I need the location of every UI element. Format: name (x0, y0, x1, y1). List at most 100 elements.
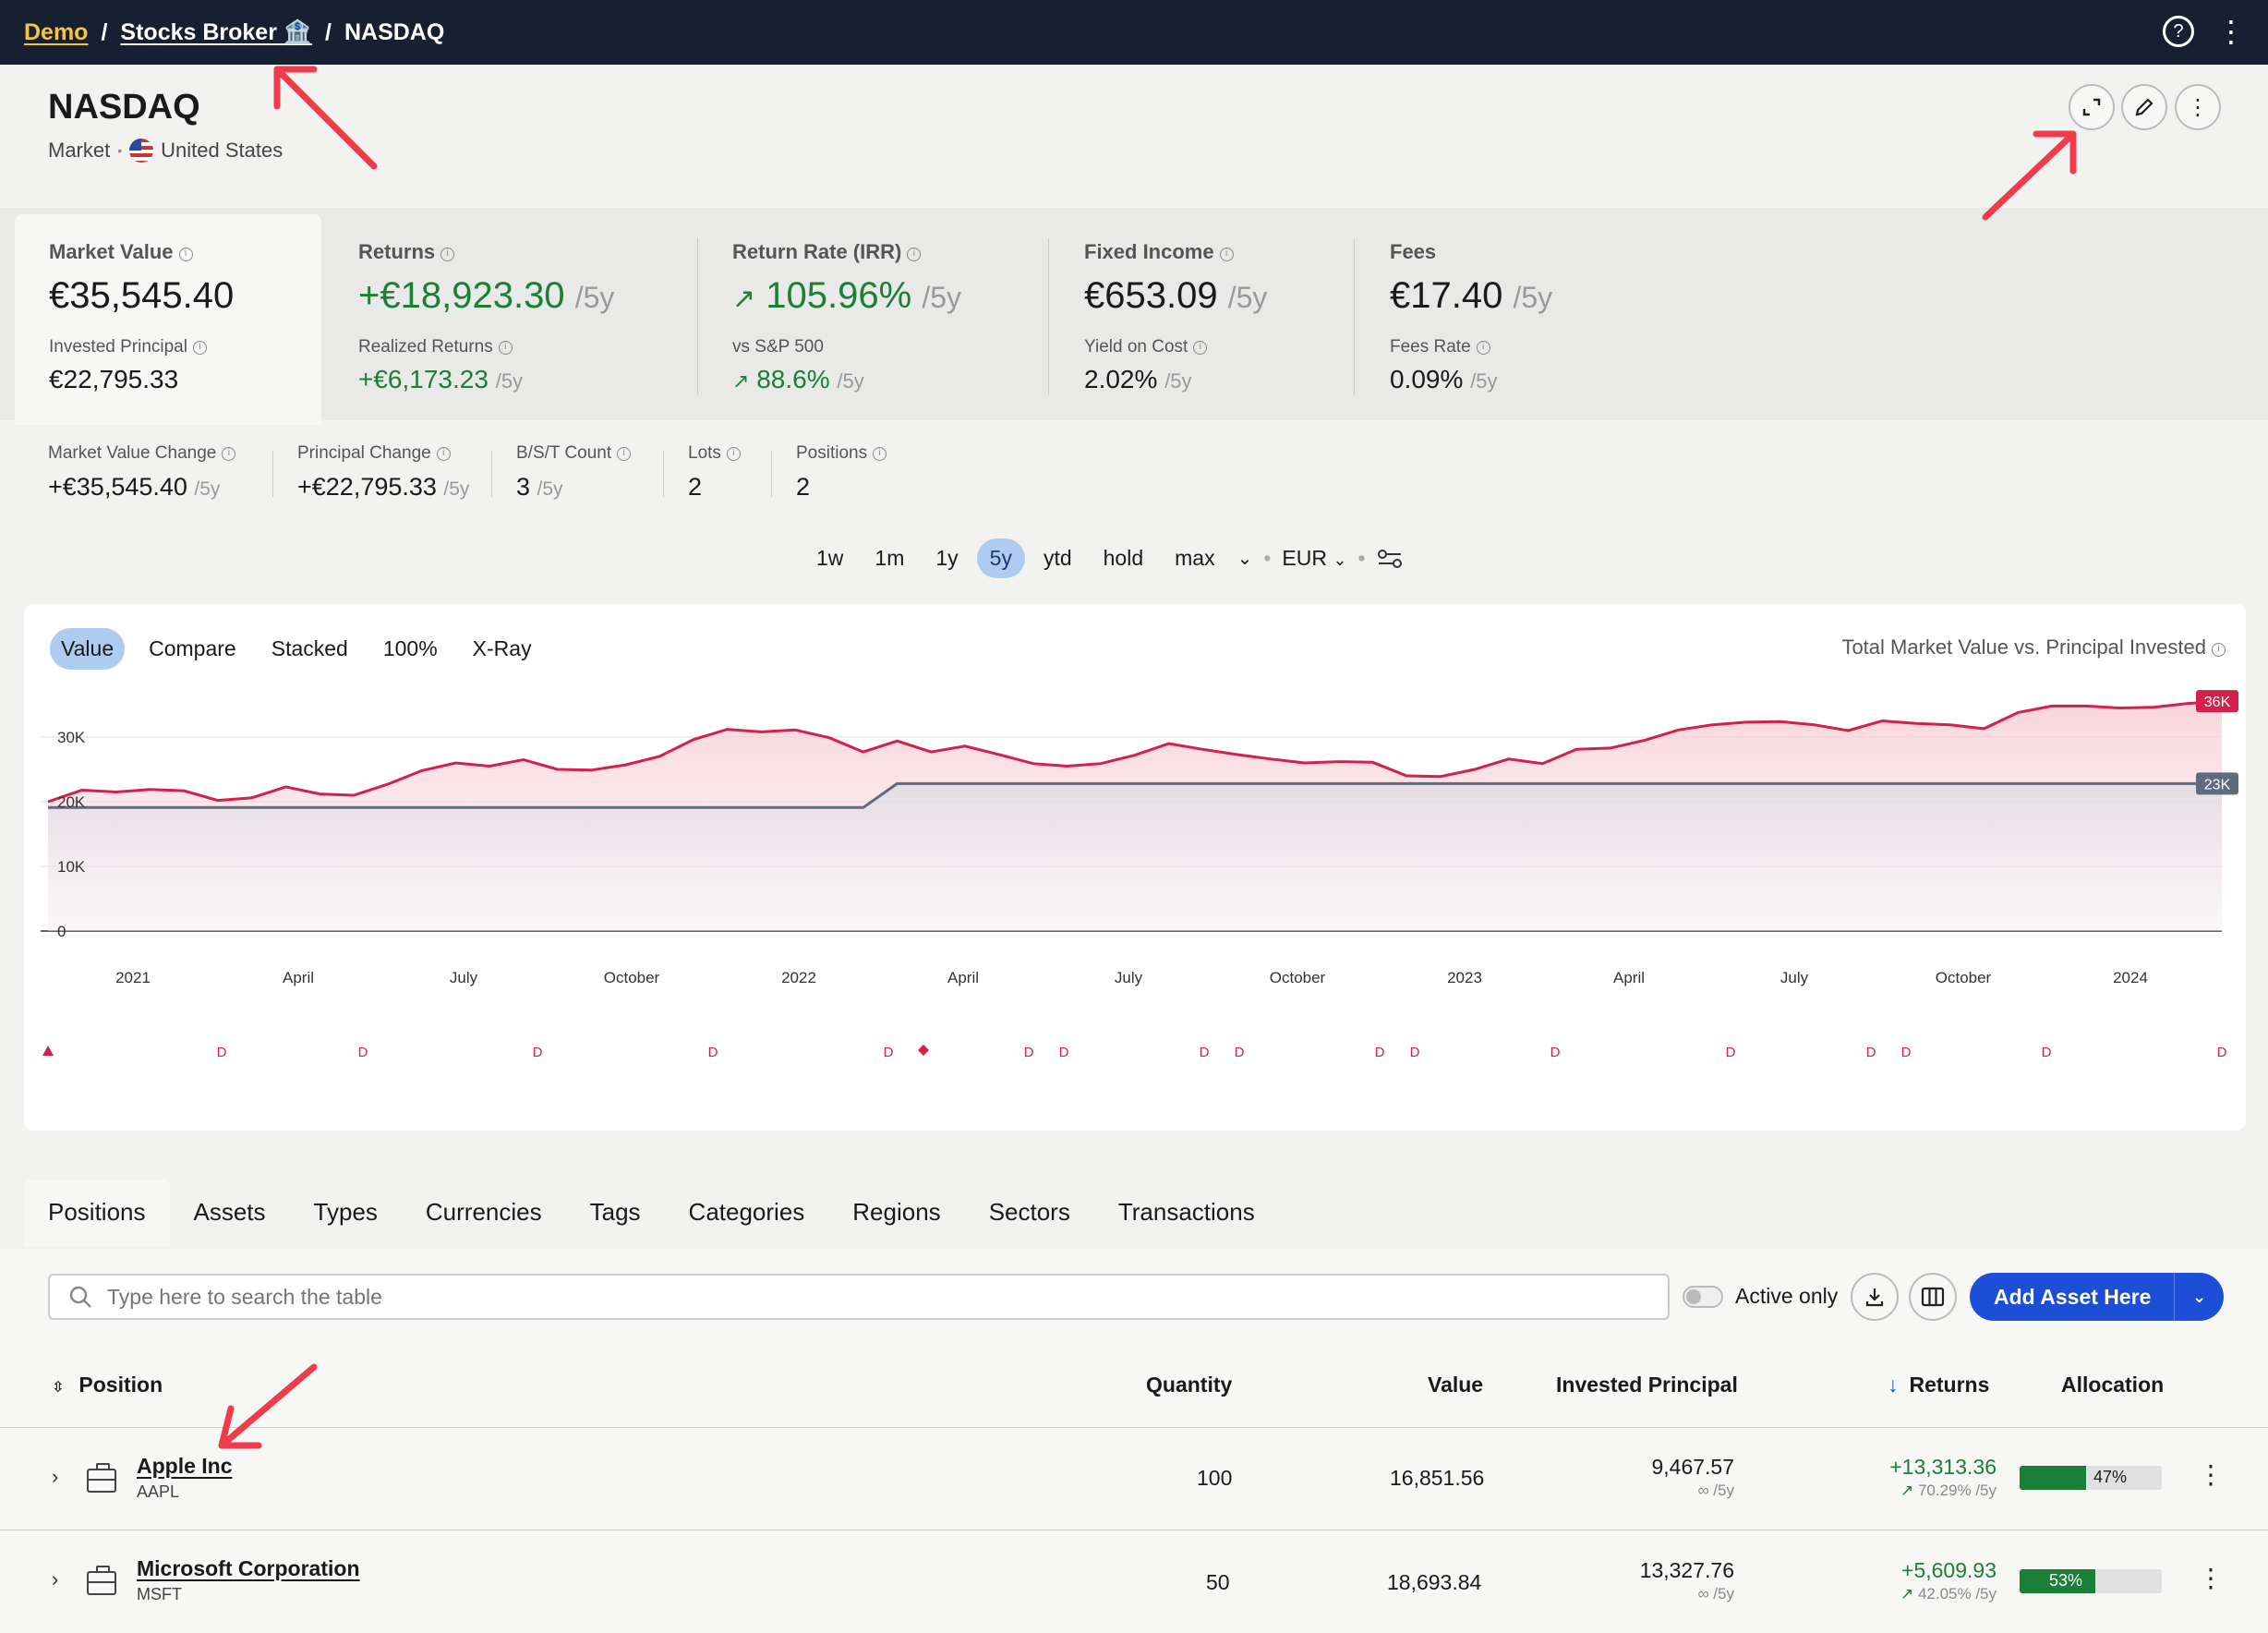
substat-value: +€22,795.33 (297, 473, 437, 501)
range-ytd[interactable]: ytd (1043, 546, 1072, 570)
tab-currencies[interactable]: Currencies (425, 1198, 542, 1226)
stat-market-value[interactable]: Market Value i €35,545.40 Invested Princi… (49, 240, 234, 394)
dividend-marker[interactable]: D (1410, 1045, 1420, 1060)
quantity-cell: 100 (1197, 1466, 1233, 1490)
mode-compare[interactable]: Compare (149, 636, 236, 660)
tab-types[interactable]: Types (313, 1198, 378, 1226)
row-menu-kebab-icon[interactable]: ⋮ (2198, 1460, 2224, 1489)
settings-sliders-icon[interactable] (1377, 548, 1403, 570)
dividend-marker[interactable]: D (1375, 1045, 1385, 1060)
stat-suffix: /5y (1513, 281, 1553, 314)
edit-button[interactable] (2121, 84, 2167, 130)
more-menu-icon[interactable]: ⋮ (2216, 15, 2246, 48)
value-line (47, 699, 2223, 804)
dividend-marker[interactable]: D (1726, 1045, 1736, 1060)
tab-sectors[interactable]: Sectors (988, 1198, 1070, 1226)
top-bar: Demo / Stocks Broker 🏦 / NASDAQ (0, 0, 2268, 65)
mode-stacked[interactable]: Stacked (271, 636, 348, 660)
currency-label: EUR (1282, 546, 1327, 570)
column-value[interactable]: Value (1428, 1373, 1484, 1397)
add-asset-button[interactable]: Add Asset Here ⌄ (1970, 1273, 2224, 1321)
briefcase-icon (87, 1566, 116, 1595)
range-1m[interactable]: 1m (875, 546, 905, 570)
dividend-marker[interactable]: D (533, 1045, 543, 1060)
row-menu-kebab-icon[interactable]: ⋮ (2198, 1564, 2224, 1592)
active-only-label: Active only (1735, 1284, 1839, 1308)
buy-marker[interactable] (42, 1046, 54, 1056)
add-asset-dropdown[interactable]: ⌄ (2174, 1273, 2224, 1321)
range-hold[interactable]: hold (1103, 546, 1144, 570)
column-allocation[interactable]: Allocation (2061, 1373, 2165, 1397)
table-search[interactable] (48, 1274, 1670, 1320)
mode-x-ray[interactable]: X-Ray (472, 636, 532, 660)
substat-principal-change: Principal Change i +€22,795.33 /5y (297, 443, 469, 502)
mode-value[interactable]: Value (50, 628, 126, 670)
help-icon[interactable]: ? (2163, 16, 2194, 47)
tab-positions[interactable]: Positions (24, 1179, 170, 1247)
dividend-marker[interactable]: D (1550, 1045, 1561, 1060)
column-position[interactable]: ⇳ Position (52, 1373, 163, 1397)
tab-assets[interactable]: Assets (193, 1198, 266, 1226)
value-chart[interactable]: 0 10K 20K 30K 2021 April July October 2022 April… (24, 674, 2246, 1118)
tab-transactions[interactable]: Transactions (1117, 1198, 1255, 1226)
expand-button[interactable] (2069, 84, 2115, 130)
dividend-marker[interactable]: D (1866, 1045, 1876, 1060)
stat-sub-label: Realized Returns (358, 337, 493, 357)
column-invested-principal[interactable]: Invested Principal (1556, 1373, 1738, 1397)
breadcrumb-demo[interactable]: Demo (24, 18, 89, 45)
dividend-marker[interactable]: D (1235, 1045, 1245, 1060)
stat-card-selected[interactable] (15, 214, 321, 425)
dividend-marker[interactable]: D (217, 1045, 227, 1060)
stat-return-rate[interactable]: Return Rate (IRR) i ↗ 105.96% /5y vs S&P … (732, 240, 961, 394)
position-name-link[interactable]: Apple Inc (137, 1454, 233, 1478)
download-button[interactable] (1851, 1273, 1899, 1321)
x-tick-label: 2024 (2113, 969, 2148, 986)
expand-row-chevron-icon[interactable]: › (52, 1567, 59, 1591)
more-options-button[interactable]: ⋮ (2175, 84, 2221, 130)
stat-sub-value: 0.09% (1390, 365, 1464, 393)
stat-fixed-income[interactable]: Fixed Income i €653.09 /5y Yield on Cost i… (1084, 240, 1267, 394)
dividend-marker[interactable]: D (358, 1045, 368, 1060)
stat-returns[interactable]: Returns i +€18,923.30 /5y Realized Return… (358, 240, 614, 394)
value-cell: 18,693.84 (1387, 1570, 1482, 1594)
dot-separator: • (117, 143, 123, 158)
expand-row-chevron-icon[interactable]: › (52, 1465, 59, 1488)
breadcrumb-stocks-broker[interactable]: Stocks Broker 🏦 (120, 18, 313, 45)
range-selector: 1w 1m 1y 5y ytd hold max ⌄ • EUR ⌄ • (803, 538, 1403, 578)
stat-sub-value: 88.6% (756, 365, 830, 393)
range-max[interactable]: max (1175, 546, 1215, 570)
dividend-marker[interactable]: D (2217, 1045, 2227, 1060)
chevron-down-icon[interactable]: ⌄ (1237, 549, 1253, 569)
columns-button[interactable] (1909, 1273, 1957, 1321)
tab-categories[interactable]: Categories (688, 1198, 805, 1226)
tab-tags[interactable]: Tags (589, 1198, 641, 1226)
dividend-marker[interactable]: D (708, 1045, 718, 1060)
stat-fees[interactable]: Fees €17.40 /5y Fees Rate i 0.09% /5y (1390, 240, 1552, 394)
x-tick-label: July (1115, 969, 1143, 986)
end-value-label: 23K (2204, 777, 2231, 792)
column-returns[interactable]: ↓ Returns (1888, 1373, 1989, 1397)
dividend-marker[interactable]: D (1200, 1045, 1210, 1060)
x-tick-label: July (1780, 969, 1809, 986)
trade-marker[interactable] (918, 1045, 929, 1056)
tab-regions[interactable]: Regions (852, 1198, 941, 1226)
stat-value: €35,545.40 (49, 275, 235, 316)
dividend-marker[interactable]: D (884, 1045, 894, 1060)
dividend-marker[interactable]: D (1024, 1045, 1034, 1060)
range-5y[interactable]: 5y (976, 538, 1025, 578)
mode-100-percent[interactable]: 100% (382, 636, 438, 660)
stat-sub-label: Invested Principal (49, 337, 187, 357)
substat-suffix: /5y (443, 478, 470, 500)
position-name-link[interactable]: Microsoft Corporation (137, 1556, 360, 1580)
column-quantity[interactable]: Quantity (1146, 1373, 1233, 1397)
allocation-bar: 47% (2020, 1466, 2162, 1490)
range-1y[interactable]: 1y (935, 546, 959, 570)
currency-select[interactable]: EUR ⌄ (1282, 546, 1346, 571)
active-only-toggle[interactable] (1683, 1286, 1723, 1308)
dividend-marker[interactable]: D (2042, 1045, 2052, 1060)
dividend-marker[interactable]: D (1059, 1045, 1069, 1060)
dividend-marker[interactable]: D (1901, 1045, 1912, 1060)
search-input[interactable] (107, 1284, 1585, 1310)
stat-sub-suffix: /5y (1470, 369, 1498, 393)
range-1w[interactable]: 1w (816, 546, 844, 570)
